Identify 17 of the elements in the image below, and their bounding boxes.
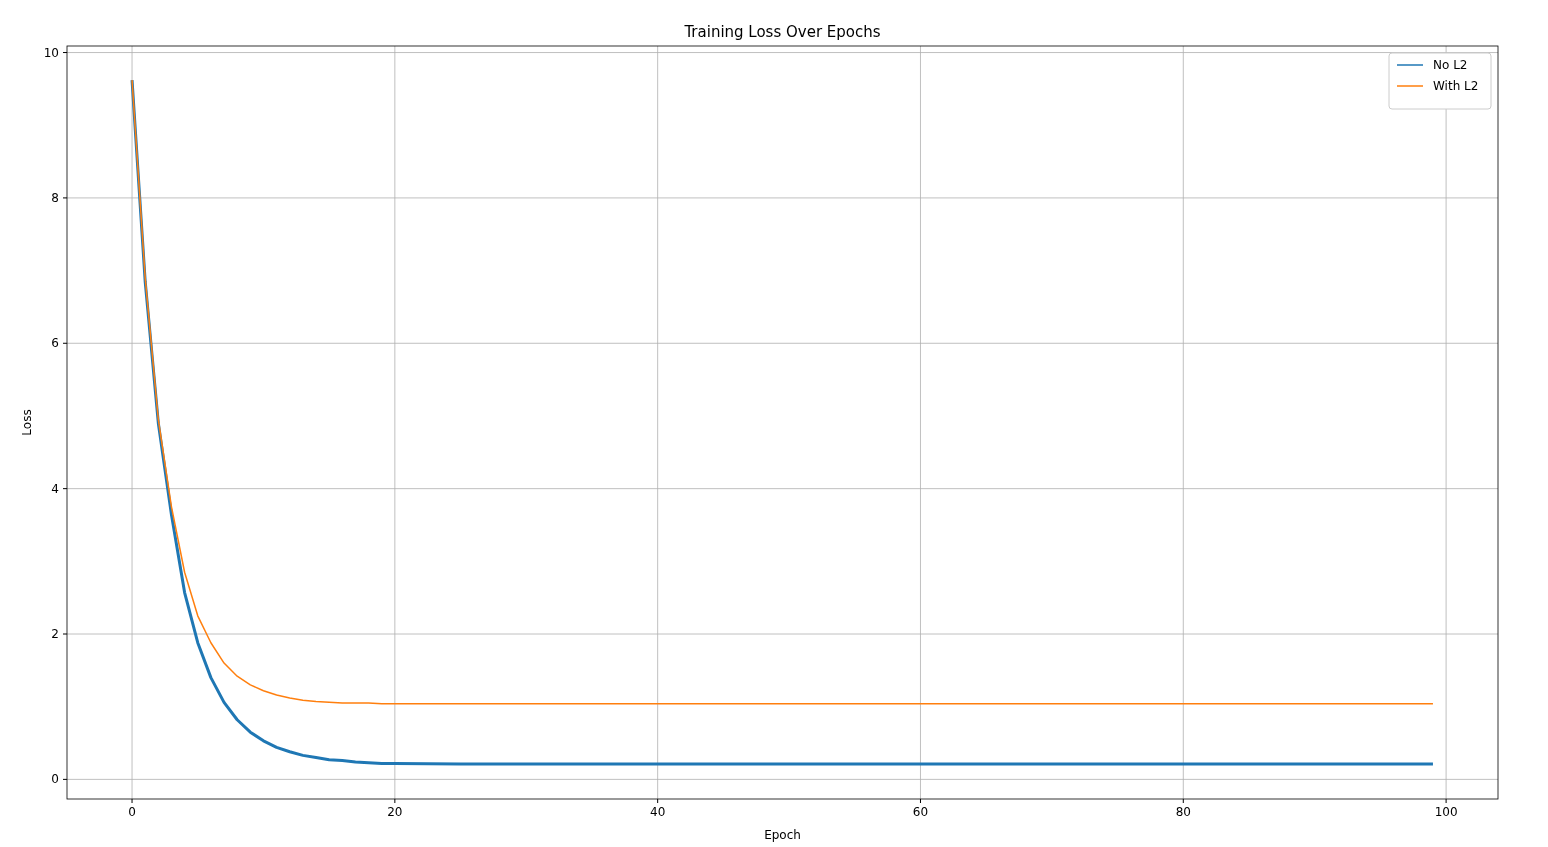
x-tick-label: 20: [387, 805, 403, 819]
y-tick-label: 6: [51, 336, 59, 351]
y-tick-label: 10: [43, 45, 59, 60]
legend-label: No L2: [1433, 58, 1468, 72]
y-tick-label: 2: [51, 627, 59, 642]
y-axis-title: Loss: [20, 409, 34, 436]
x-tick-label: 100: [1434, 805, 1458, 819]
y-tick-label: 0: [51, 772, 59, 787]
y-tick-label: 4: [51, 481, 59, 496]
chart-title: Training Loss Over Epochs: [683, 23, 881, 41]
y-tick-label: 8: [51, 190, 59, 205]
x-axis-title: Epoch: [764, 828, 801, 842]
x-tick-label: 0: [128, 805, 136, 819]
x-tick-label: 60: [912, 805, 929, 819]
x-tick-label: 40: [650, 805, 666, 819]
legend-label: With L2: [1433, 79, 1479, 93]
x-tick-label: 80: [1175, 805, 1191, 819]
